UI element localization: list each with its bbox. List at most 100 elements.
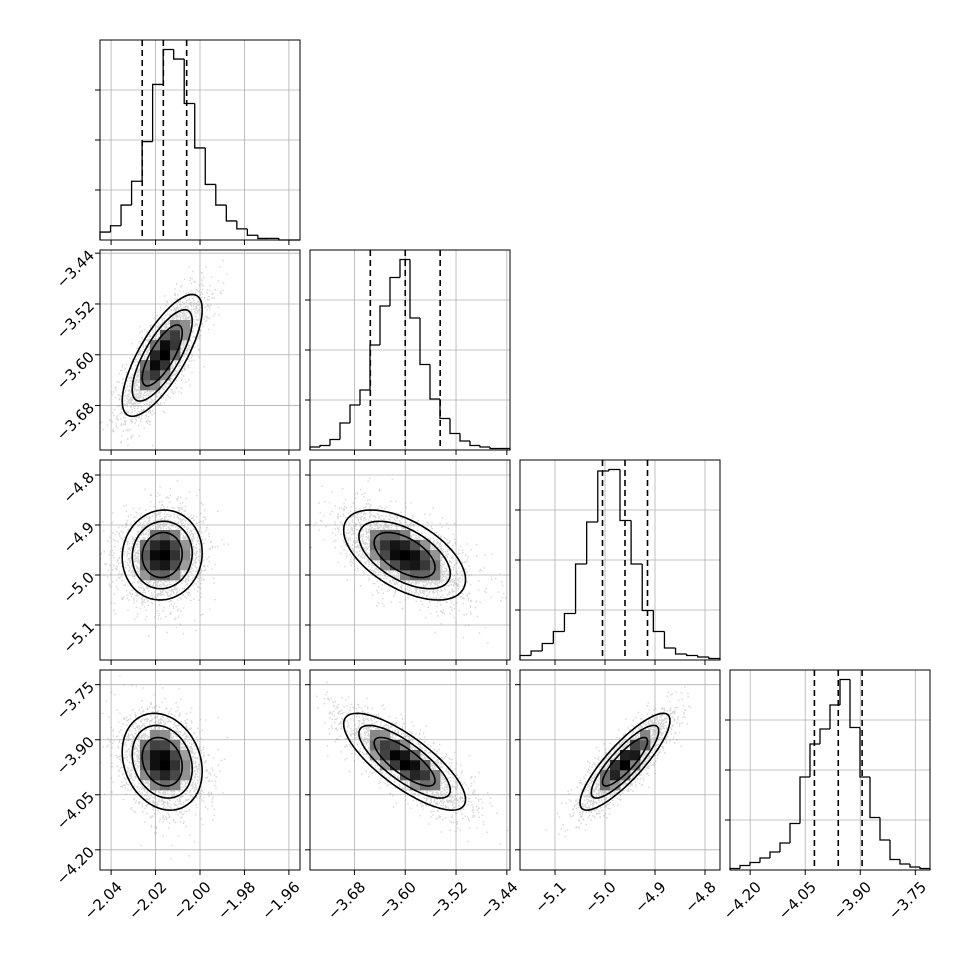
hist-bin	[541, 642, 554, 652]
hist-bin	[619, 469, 632, 522]
density-cell	[380, 560, 391, 571]
scatter-panel-3-0-content	[100, 675, 229, 860]
hist-bin	[779, 842, 790, 853]
hist-bin	[369, 344, 380, 391]
contour-line	[342, 712, 467, 812]
density-cell	[400, 750, 411, 761]
density-cell	[420, 550, 431, 561]
hist-bin	[708, 657, 720, 660]
hist-bin	[749, 861, 760, 866]
density-cell	[170, 560, 181, 571]
density-cell	[170, 740, 181, 751]
hist-bin	[215, 184, 227, 206]
density-cell	[410, 780, 421, 791]
hist-bin	[674, 648, 687, 655]
contour-line	[131, 520, 193, 590]
density-cell	[610, 760, 621, 771]
hist-bin	[641, 564, 654, 612]
y-tick-label: −4.20	[53, 843, 98, 888]
density-cell	[420, 540, 431, 551]
density-cell	[140, 560, 151, 571]
density-cell	[390, 750, 401, 761]
contour-line	[121, 509, 203, 601]
x-tick-label: −4.8	[681, 878, 719, 916]
density-cell	[390, 560, 401, 571]
hist-bin	[530, 650, 543, 656]
y-tick-label: −4.8	[60, 468, 98, 506]
hist-bin	[429, 364, 440, 400]
hist-bin	[819, 728, 830, 745]
density-cell	[390, 540, 401, 551]
density-cell	[380, 760, 391, 771]
density-cell	[150, 370, 161, 381]
y-tick-label: −3.52	[53, 297, 98, 342]
density-cell	[400, 760, 411, 771]
hist-bin	[789, 822, 800, 844]
hist-bin	[194, 103, 206, 149]
x-tick-label: −1.96	[258, 878, 303, 923]
density-cell	[160, 330, 171, 341]
density-cell	[180, 550, 191, 561]
density-cell	[410, 760, 421, 771]
scatter-panel-1-0-content	[100, 259, 228, 450]
hist-bin	[879, 817, 890, 841]
density-cell	[380, 740, 391, 751]
hist-bin	[869, 777, 880, 819]
density-cell	[160, 550, 171, 561]
hist-bin	[246, 228, 258, 236]
y-tick-label: −3.75	[53, 678, 98, 723]
x-tick-label: −2.00	[170, 878, 215, 923]
density-cell	[630, 760, 641, 771]
hist-bin	[479, 445, 490, 448]
hist-panel-3-frame	[729, 669, 931, 871]
hist-bin	[849, 679, 860, 729]
contour-line	[141, 736, 183, 787]
density-cell	[170, 780, 181, 791]
contour-line	[373, 531, 436, 579]
hist-panel-1-frame	[309, 249, 511, 451]
density-cell	[400, 770, 411, 781]
density-cell	[390, 550, 401, 561]
density-cell	[620, 760, 631, 771]
density-cell	[140, 550, 151, 561]
density-cell	[410, 560, 421, 571]
hist-bin	[225, 205, 237, 222]
density-cell	[160, 560, 171, 571]
density-cell	[170, 340, 181, 351]
hist-bin	[597, 470, 609, 523]
hist-bin	[204, 147, 216, 186]
density-cell	[400, 540, 411, 551]
scatter-panel-2-1-frame	[309, 459, 511, 661]
density-cell	[170, 330, 181, 341]
contour-line	[601, 736, 649, 787]
density-cell	[380, 730, 391, 741]
density-cell	[170, 770, 181, 781]
x-tick-label: −5.1	[531, 878, 569, 916]
density-cell	[430, 780, 441, 791]
hist-bin	[839, 678, 850, 706]
x-tick-label: −3.68	[324, 878, 369, 923]
density-cell	[380, 530, 391, 541]
density-cell	[150, 750, 161, 761]
density-cell	[380, 550, 391, 561]
density-cell	[400, 570, 411, 581]
hist-bin	[552, 630, 565, 644]
hist-bin	[759, 857, 770, 863]
density-cell	[140, 750, 151, 761]
hist-bin	[489, 447, 500, 450]
contour-line	[141, 324, 183, 387]
density-cell	[380, 540, 391, 551]
density-cell	[610, 770, 621, 781]
hist-bin	[349, 404, 360, 424]
density-cell	[150, 770, 161, 781]
y-tick-label: −3.90	[53, 733, 98, 778]
density-cell	[180, 540, 191, 551]
density-cell	[150, 540, 161, 551]
hist-bin	[459, 433, 470, 442]
hist-bin	[739, 864, 750, 869]
hist-bin	[889, 840, 900, 861]
x-tick-label: −1.98	[214, 878, 259, 923]
hist-bin	[162, 48, 174, 85]
x-tick-label: −3.44	[476, 878, 521, 923]
hist-bin	[409, 259, 420, 319]
